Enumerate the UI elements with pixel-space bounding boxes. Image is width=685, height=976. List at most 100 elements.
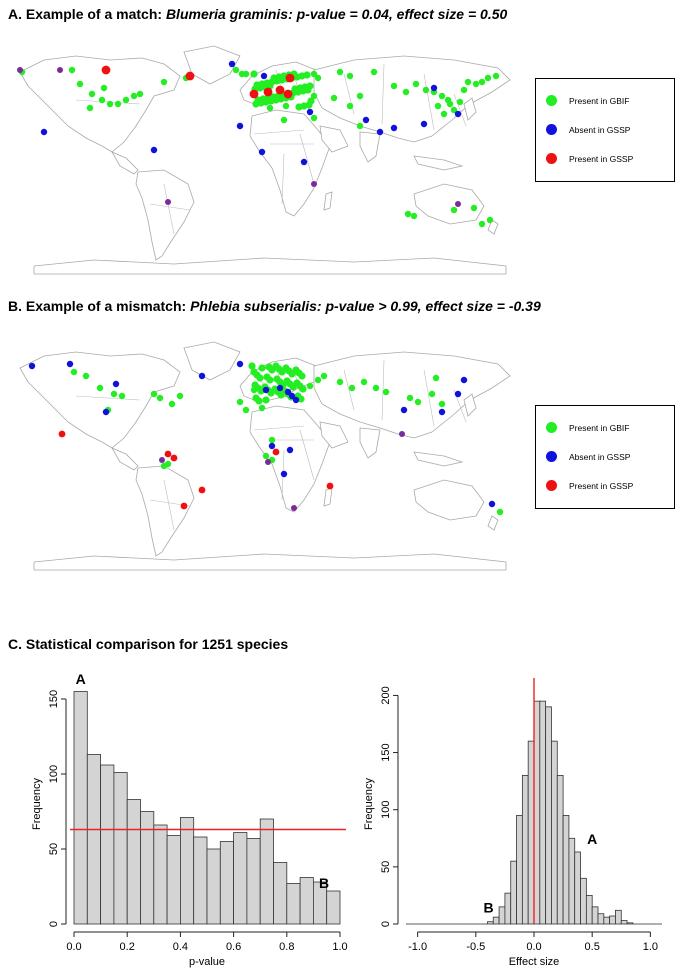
occurrence-dot bbox=[370, 68, 378, 76]
occurrence-dot bbox=[404, 210, 412, 218]
occurrence-dot bbox=[263, 373, 271, 381]
land-outline bbox=[313, 351, 511, 439]
occurrence-dot bbox=[122, 96, 130, 104]
occurrence-dot bbox=[346, 102, 354, 110]
occurrence-dot bbox=[356, 92, 364, 100]
world-map-a bbox=[17, 45, 511, 275]
occurrence-dot bbox=[496, 508, 504, 516]
occurrence-dot bbox=[390, 124, 398, 132]
land-outline bbox=[359, 131, 381, 163]
occurrence-dot bbox=[282, 364, 290, 372]
occurrence-dot bbox=[248, 362, 256, 370]
occurrence-dot bbox=[168, 400, 176, 408]
occurrence-dot bbox=[402, 88, 410, 96]
occurrence-dot bbox=[254, 96, 262, 104]
land-outline bbox=[183, 341, 241, 381]
legend-b: Present in GBIF Absent in GSSP Present i… bbox=[535, 405, 675, 509]
legend-a: Present in GBIF Absent in GSSP Present i… bbox=[535, 78, 675, 182]
land-outline bbox=[413, 451, 464, 467]
land-outline bbox=[111, 447, 139, 471]
occurrence-dot bbox=[478, 78, 486, 86]
occurrence-dot bbox=[280, 470, 288, 478]
panel-a-title: A. Example of a match: Blumeria graminis… bbox=[8, 6, 508, 22]
occurrence-dot bbox=[272, 362, 280, 370]
country-border bbox=[163, 479, 175, 531]
occurrence-dot bbox=[265, 363, 273, 371]
histogram-bar bbox=[615, 909, 622, 925]
occurrence-dot bbox=[478, 220, 486, 228]
occurrence-dot bbox=[106, 100, 114, 108]
histogram-bar bbox=[510, 860, 517, 925]
occurrence-dot bbox=[450, 206, 458, 214]
country-border bbox=[253, 425, 305, 431]
occurrence-dot bbox=[428, 390, 436, 398]
y-tick-label: 100 bbox=[380, 801, 392, 819]
country-border bbox=[253, 129, 305, 135]
occurrence-dot bbox=[242, 406, 250, 414]
country-border bbox=[423, 369, 435, 427]
occurrence-dot bbox=[98, 96, 106, 104]
panel-c-title: C. Statistical comparison for 1251 speci… bbox=[8, 636, 289, 652]
histogram-bar bbox=[597, 913, 605, 925]
occurrence-dot bbox=[258, 404, 266, 412]
occurrence-dot bbox=[252, 394, 260, 402]
legend-item-present: Present in GSSP bbox=[546, 153, 633, 164]
y-tick-label: 0 bbox=[380, 921, 392, 927]
land-outline bbox=[135, 169, 195, 261]
occurrence-dot bbox=[284, 388, 292, 396]
x-tick-label: 1.0 bbox=[332, 941, 347, 953]
occurrence-dot bbox=[270, 74, 278, 82]
x-tick-label: 0.8 bbox=[279, 941, 294, 953]
occurrence-dot bbox=[348, 384, 356, 392]
legend-item-absent: Absent in GSSP bbox=[546, 124, 630, 135]
occurrence-dot bbox=[272, 448, 280, 456]
land-outline bbox=[319, 125, 349, 153]
occurrence-dot bbox=[450, 106, 458, 114]
x-tick-label: 0.0 bbox=[526, 941, 541, 953]
histogram-bar bbox=[259, 818, 274, 925]
occurrence-dot bbox=[434, 102, 442, 110]
x-axis-label: p-value bbox=[189, 956, 225, 968]
occurrence-dot bbox=[236, 360, 244, 368]
occurrence-dot bbox=[410, 212, 418, 220]
occurrence-dot bbox=[285, 73, 295, 83]
occurrence-dot bbox=[306, 108, 314, 116]
occurrence-dot bbox=[101, 65, 111, 75]
histogram-bar bbox=[609, 915, 616, 925]
histogram-bar bbox=[299, 877, 314, 925]
occurrence-dot bbox=[88, 90, 96, 98]
histogram-bar bbox=[86, 754, 102, 925]
occurrence-dot bbox=[283, 377, 291, 385]
occurrence-dot bbox=[112, 380, 120, 388]
occurrence-dot bbox=[470, 204, 478, 212]
occurrence-dot bbox=[136, 90, 144, 98]
occurrence-dot bbox=[292, 366, 300, 374]
occurrence-dot bbox=[102, 408, 110, 416]
country-border bbox=[381, 63, 385, 125]
occurrence-dot bbox=[320, 372, 328, 380]
histogram-bar bbox=[179, 817, 195, 925]
land-outline bbox=[313, 55, 511, 143]
occurrence-dot bbox=[228, 60, 236, 68]
occurrence-dot bbox=[86, 104, 94, 112]
occurrence-dot bbox=[271, 385, 279, 393]
occurrence-dot bbox=[262, 452, 270, 460]
occurrence-dot bbox=[266, 104, 274, 112]
green-dot-icon bbox=[546, 95, 557, 106]
land-outline bbox=[463, 97, 477, 121]
occurrence-dot bbox=[70, 368, 78, 376]
occurrence-dot bbox=[150, 390, 158, 398]
legend-item-absent: Absent in GSSP bbox=[546, 451, 630, 462]
country-border bbox=[343, 369, 355, 411]
histogram-bar bbox=[492, 916, 500, 925]
x-axis-label: Effect size bbox=[509, 956, 560, 968]
pvalue-histogram: 0.0 0.2 0.4 0.6 0.8 1.0 0 50 100 150 p-value Freque… bbox=[31, 671, 348, 968]
occurrence-dot bbox=[276, 384, 284, 392]
occurrence-dot bbox=[258, 364, 266, 372]
land-outline bbox=[19, 55, 181, 153]
land-outline bbox=[249, 109, 331, 217]
occurrence-dot bbox=[440, 110, 448, 118]
occurrence-dot bbox=[314, 376, 322, 384]
histogram-bar bbox=[153, 824, 168, 925]
occurrence-dot bbox=[291, 505, 297, 511]
